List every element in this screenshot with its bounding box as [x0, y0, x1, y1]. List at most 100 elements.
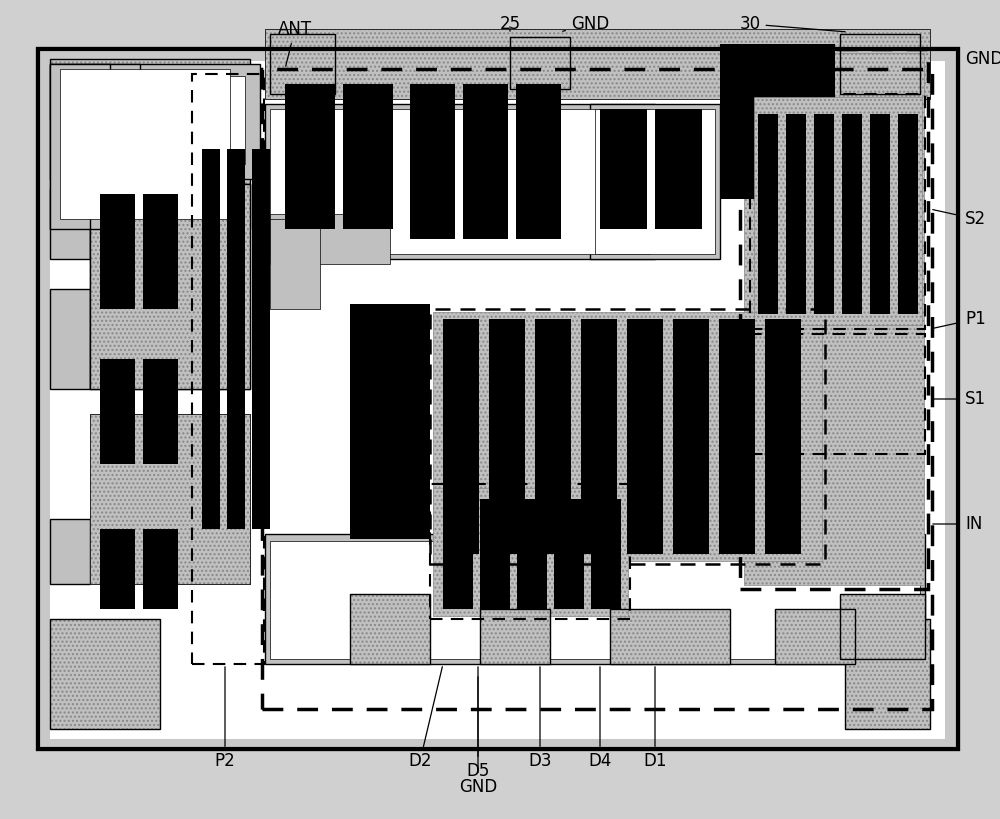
- Bar: [202, 149, 220, 529]
- Bar: [90, 184, 250, 389]
- Text: D4: D4: [588, 667, 612, 770]
- Bar: [610, 609, 730, 664]
- Bar: [443, 319, 479, 554]
- Bar: [845, 619, 930, 729]
- Text: GND: GND: [965, 50, 1000, 68]
- Bar: [50, 64, 140, 119]
- Bar: [410, 84, 455, 239]
- Bar: [90, 184, 250, 389]
- Bar: [430, 309, 825, 564]
- Bar: [750, 94, 925, 329]
- Bar: [600, 109, 647, 229]
- Bar: [754, 97, 922, 325]
- Text: ANT: ANT: [278, 20, 312, 66]
- Bar: [433, 312, 822, 561]
- Bar: [143, 529, 178, 609]
- Bar: [610, 609, 730, 664]
- Bar: [517, 499, 547, 609]
- Bar: [870, 114, 890, 314]
- Text: 25: 25: [499, 15, 521, 33]
- Bar: [786, 114, 806, 314]
- Bar: [252, 149, 270, 529]
- Bar: [840, 34, 920, 94]
- Bar: [673, 319, 709, 554]
- Bar: [814, 114, 834, 314]
- Bar: [350, 304, 430, 539]
- Bar: [270, 219, 320, 309]
- Bar: [591, 499, 621, 609]
- Bar: [38, 49, 958, 749]
- Bar: [50, 64, 110, 229]
- Bar: [50, 189, 90, 259]
- Bar: [50, 64, 260, 179]
- Bar: [50, 619, 160, 729]
- Bar: [265, 104, 655, 259]
- Bar: [775, 609, 855, 664]
- Bar: [38, 49, 958, 749]
- Bar: [554, 499, 584, 609]
- Bar: [100, 529, 135, 609]
- Bar: [750, 334, 925, 454]
- Bar: [744, 53, 924, 585]
- Bar: [510, 37, 570, 89]
- Bar: [50, 519, 90, 584]
- Bar: [90, 414, 250, 584]
- Bar: [765, 319, 801, 554]
- Bar: [50, 289, 90, 389]
- Bar: [535, 319, 571, 554]
- Bar: [754, 97, 922, 325]
- Bar: [655, 109, 702, 229]
- Text: S2: S2: [933, 210, 986, 228]
- Bar: [480, 609, 550, 664]
- Bar: [898, 114, 918, 314]
- Bar: [350, 594, 430, 664]
- Bar: [430, 484, 630, 619]
- Bar: [60, 69, 230, 219]
- Bar: [840, 594, 925, 659]
- Bar: [65, 76, 245, 164]
- Bar: [270, 109, 650, 254]
- Bar: [845, 619, 930, 729]
- Text: D2: D2: [408, 667, 442, 770]
- Bar: [265, 29, 930, 99]
- Bar: [265, 534, 925, 664]
- Text: 30: 30: [739, 15, 845, 33]
- Bar: [595, 109, 715, 254]
- Bar: [516, 84, 561, 239]
- Bar: [627, 319, 663, 554]
- Bar: [720, 44, 835, 199]
- Bar: [50, 61, 945, 739]
- Text: D3: D3: [528, 667, 552, 770]
- Text: P2: P2: [215, 667, 235, 770]
- Bar: [433, 488, 628, 616]
- Bar: [443, 499, 473, 609]
- Bar: [480, 499, 510, 609]
- Bar: [90, 414, 250, 584]
- Text: D5: D5: [466, 667, 490, 780]
- Bar: [590, 104, 720, 259]
- Bar: [842, 114, 862, 314]
- Bar: [510, 37, 570, 89]
- Bar: [489, 319, 525, 554]
- Bar: [775, 609, 855, 664]
- Bar: [840, 34, 920, 94]
- Bar: [270, 541, 920, 659]
- Text: GND: GND: [459, 676, 497, 796]
- Bar: [581, 319, 617, 554]
- Bar: [100, 359, 135, 464]
- Bar: [50, 619, 160, 729]
- Bar: [192, 74, 264, 664]
- Bar: [143, 194, 178, 309]
- Bar: [719, 319, 755, 554]
- Bar: [38, 49, 958, 749]
- Bar: [90, 184, 250, 389]
- Bar: [265, 29, 930, 99]
- Bar: [840, 594, 925, 659]
- Bar: [463, 84, 508, 239]
- Bar: [744, 53, 924, 585]
- Text: GND: GND: [563, 15, 609, 33]
- Bar: [227, 149, 245, 529]
- Bar: [758, 114, 778, 314]
- Bar: [50, 59, 250, 229]
- Bar: [270, 214, 390, 264]
